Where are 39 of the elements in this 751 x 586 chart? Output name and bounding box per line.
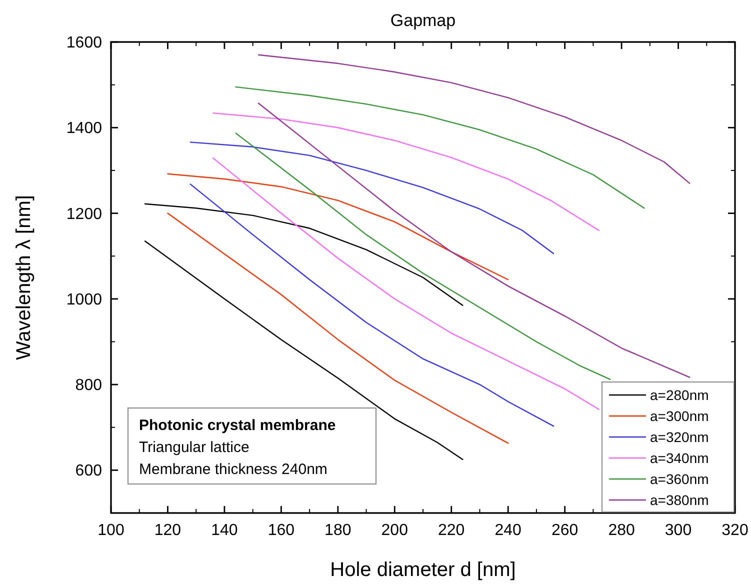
x-axis-title: Hole diameter d [nm] [330, 559, 516, 581]
y-axis-title: Wavelength λ [nm] [13, 195, 35, 360]
chart-title: Gapmap [390, 11, 456, 30]
line-series [235, 86, 645, 209]
line-series [212, 112, 600, 231]
x-tick-label: 180 [324, 522, 352, 539]
y-tick-label: 1000 [66, 291, 102, 308]
line-series [258, 102, 690, 378]
x-tick-label: 280 [608, 522, 635, 539]
line-series [190, 142, 554, 254]
legend-label: a=360nm [650, 471, 709, 487]
annotation: Membrane thickness 240nm [139, 461, 328, 478]
legend-label: a=380nm [650, 492, 709, 508]
line-series [235, 132, 611, 380]
x-tick-label: 100 [98, 522, 124, 539]
y-tick-label: 800 [75, 377, 102, 394]
y-tick-label: 600 [75, 462, 102, 480]
x-tick-label: 220 [438, 522, 465, 539]
legend-label: a=280nm [650, 387, 709, 403]
line-series [258, 54, 690, 184]
legend-label: a=300nm [650, 408, 709, 424]
x-tick-label: 160 [268, 522, 295, 539]
y-tick-label: 1400 [66, 120, 102, 138]
line-series [144, 203, 464, 306]
x-tick-label: 320 [722, 522, 748, 539]
legend-label: a=340nm [650, 450, 709, 466]
legend-label: a=320nm [650, 429, 709, 445]
x-tick-label: 300 [664, 522, 692, 539]
y-tick-label: 1200 [66, 206, 102, 223]
annotation: Triangular lattice [139, 439, 250, 456]
x-tick-label: 120 [154, 522, 182, 539]
x-tick-label: 140 [211, 522, 238, 539]
x-tick-label: 200 [381, 522, 408, 539]
annotation: Photonic crystal membrane [139, 417, 336, 434]
x-tick-label: 240 [494, 522, 522, 539]
line-series [167, 173, 509, 280]
x-tick-label: 260 [551, 522, 578, 539]
y-tick-label: 1600 [66, 34, 102, 52]
line-series [212, 157, 600, 410]
